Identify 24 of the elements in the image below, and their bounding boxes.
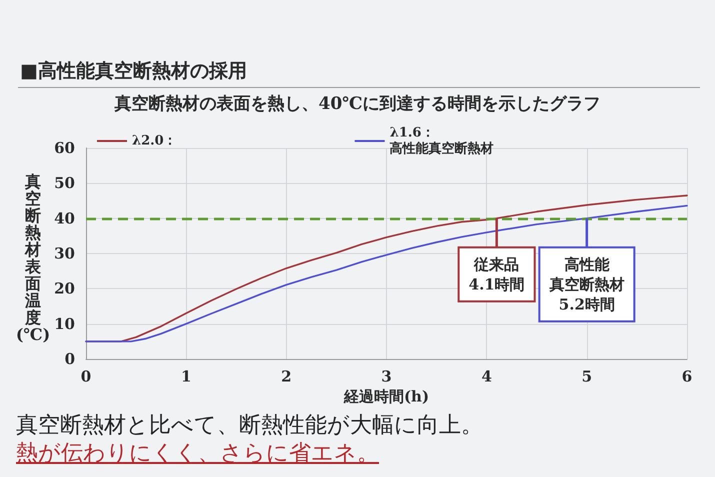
annotation: 従来品4.1時間 — [468, 255, 525, 294]
legend-label: λ1.6：高性能真空断熱材 — [390, 126, 494, 156]
y-tick-label: 50 — [54, 174, 75, 192]
y-tick-label: 20 — [54, 280, 75, 298]
y-tick-label: 10 — [54, 314, 75, 333]
x-tick-label: 5 — [582, 368, 592, 386]
text: 真空断熱材表面温度(℃) — [16, 172, 50, 344]
text: 真空断熱材と比べて、断熱性能が大幅に向上。 — [16, 412, 484, 440]
annotation: 高性能真空断熱材5.2時間 — [548, 255, 624, 314]
x-tick-label: 6 — [682, 368, 692, 386]
x-tick-label: 0 — [80, 368, 92, 386]
y-tick-label: 0 — [64, 350, 75, 368]
y-tick-label: 40 — [54, 209, 75, 228]
text: 熱が伝わりにくく、さらに省エネ。 — [16, 440, 380, 468]
chart-subtitle: 真空断熱材の表面を熱し、40℃に到達する時間を示したグラフ — [113, 93, 602, 115]
legend-label: λ2.0： — [132, 134, 177, 148]
x-tick-label: 4 — [481, 368, 492, 386]
chart-title: ■高性能真空断熱材の採用 — [20, 59, 247, 84]
x-axis-title: 経過時間(h) — [342, 388, 430, 406]
x-tick-label: 2 — [281, 368, 292, 386]
y-tick-label: 30 — [54, 244, 75, 262]
y-tick-label: 60 — [54, 139, 75, 157]
x-tick-label: 3 — [381, 368, 392, 386]
x-tick-label: 1 — [180, 368, 192, 386]
